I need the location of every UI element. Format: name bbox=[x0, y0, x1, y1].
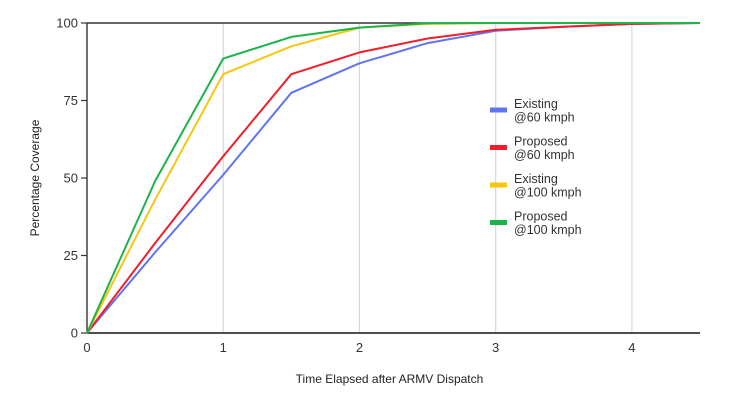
axes: 0 25 50 75 100 0 1 2 3 4 bbox=[56, 16, 700, 355]
x-tick-label: 3 bbox=[492, 340, 499, 355]
legend-label-4: @100 kmph bbox=[514, 223, 582, 237]
y-tick-label: 75 bbox=[64, 93, 78, 108]
series-line-1 bbox=[86, 22, 701, 334]
y-tick-label: 50 bbox=[64, 171, 78, 186]
x-tick-label: 0 bbox=[83, 340, 90, 355]
grid-lines bbox=[87, 23, 700, 334]
y-tick-label: 25 bbox=[64, 248, 78, 263]
legend-label-1: Existing bbox=[514, 97, 558, 111]
series-lines bbox=[86, 22, 701, 334]
y-tick-label: 0 bbox=[71, 326, 78, 341]
series-line-2 bbox=[86, 22, 701, 334]
series-line-4 bbox=[86, 22, 700, 334]
series-line-3 bbox=[86, 22, 700, 334]
y-axis-title: Percentage Coverage bbox=[28, 119, 42, 236]
x-tick-label: 1 bbox=[220, 340, 227, 355]
legend-label-2: @60 kmph bbox=[514, 148, 575, 162]
legend-label-3: @100 kmph bbox=[514, 186, 582, 200]
legend-label-2: Proposed bbox=[514, 135, 568, 149]
x-tick-label: 4 bbox=[628, 340, 635, 355]
legend-label-1: @60 kmph bbox=[514, 111, 575, 125]
legend-label-3: Existing bbox=[514, 172, 558, 186]
legend-swatch-3 bbox=[490, 182, 507, 188]
legend-label-4: Proposed bbox=[514, 210, 568, 224]
legend-swatch-1 bbox=[490, 107, 507, 113]
legend-swatch-2 bbox=[490, 145, 507, 150]
legend-swatch-4 bbox=[490, 220, 507, 225]
y-tick-label: 100 bbox=[56, 16, 78, 31]
x-axis-title: Time Elapsed after ARMV Dispatch bbox=[296, 372, 484, 386]
x-tick-label: 2 bbox=[356, 340, 363, 355]
